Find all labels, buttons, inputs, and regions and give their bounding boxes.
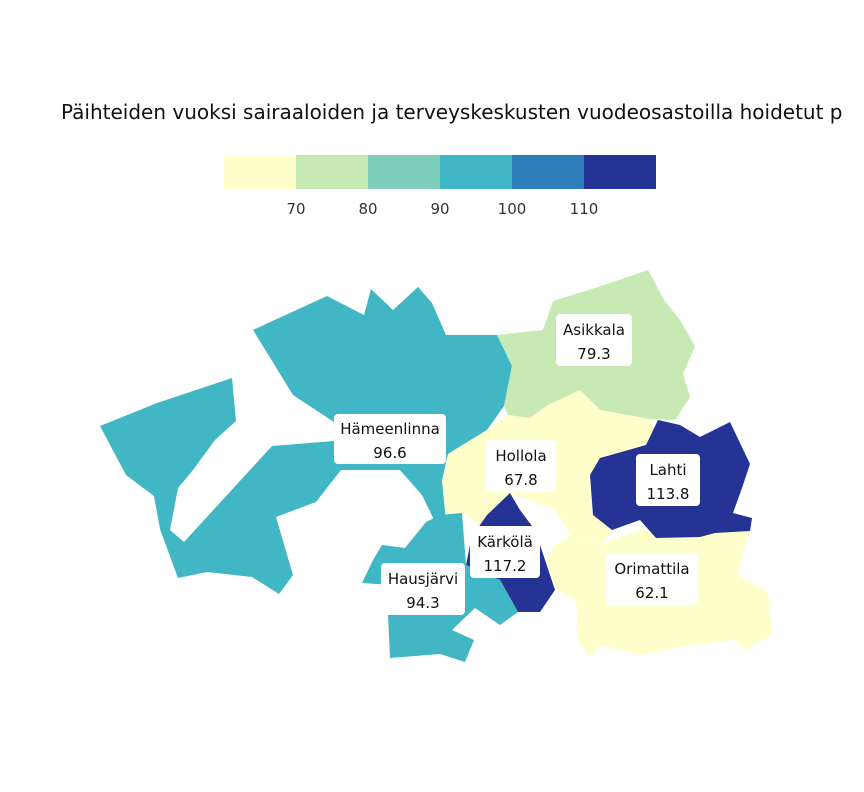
label-hausjarvi: Hausjärvi 94.3 — [381, 563, 465, 615]
label-hollola-value: 67.8 — [504, 471, 537, 489]
label-hollola-name: Hollola — [495, 447, 546, 465]
label-lahti-value: 113.8 — [647, 485, 690, 503]
legend-tick-90: 90 — [430, 200, 449, 218]
label-asikkala-value: 79.3 — [577, 345, 610, 363]
label-asikkala: Asikkala 79.3 — [556, 314, 632, 366]
label-hausjarvi-name: Hausjärvi — [388, 570, 458, 588]
legend-tick-70: 70 — [286, 200, 305, 218]
label-asikkala-name: Asikkala — [563, 321, 625, 339]
label-hollola: Hollola 67.8 — [486, 440, 556, 492]
legend-bin-6 — [584, 155, 656, 189]
legend-tick-100: 100 — [498, 200, 527, 218]
label-hameenlinna-name: Hämeenlinna — [340, 420, 440, 438]
label-lahti: Lahti 113.8 — [636, 454, 700, 506]
label-orimattila: Orimattila 62.1 — [606, 553, 698, 605]
legend-bin-3 — [368, 155, 440, 189]
label-karkola-name: Kärkölä — [477, 533, 533, 551]
label-hausjarvi-value: 94.3 — [406, 594, 439, 612]
label-karkola: Kärkölä 117.2 — [470, 526, 540, 578]
region-labels: Hämeenlinna 96.6 Asikkala 79.3 Hollola 6… — [334, 314, 700, 615]
label-lahti-name: Lahti — [649, 461, 686, 479]
label-orimattila-value: 62.1 — [635, 584, 668, 602]
legend: 70 80 90 100 110 — [224, 155, 656, 218]
region-hameenlinna — [100, 287, 512, 594]
legend-bin-5 — [512, 155, 584, 189]
label-hameenlinna-value: 96.6 — [373, 444, 406, 462]
label-hameenlinna: Hämeenlinna 96.6 — [334, 414, 446, 464]
legend-bin-1 — [224, 155, 296, 189]
label-karkola-value: 117.2 — [484, 557, 527, 575]
legend-tick-80: 80 — [358, 200, 377, 218]
legend-tick-110: 110 — [570, 200, 599, 218]
map-title: Päihteiden vuoksi sairaaloiden ja tervey… — [61, 100, 843, 124]
legend-bin-4 — [440, 155, 512, 189]
legend-bin-2 — [296, 155, 368, 189]
label-orimattila-name: Orimattila — [614, 560, 689, 578]
